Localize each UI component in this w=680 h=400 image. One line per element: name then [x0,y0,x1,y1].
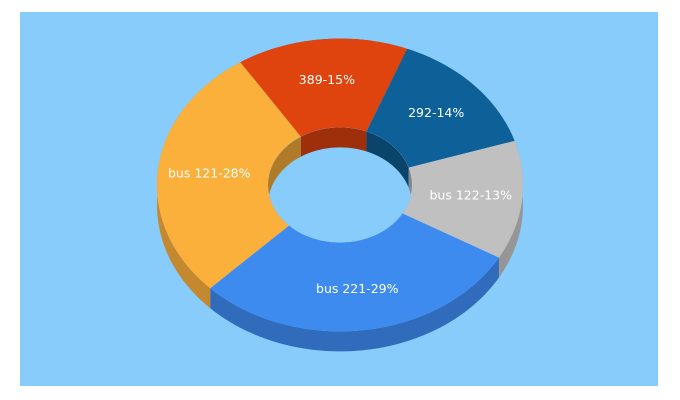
slice-inner-side [366,131,409,188]
labels: 389-15% 292-14% bus 122-13% bus 221-29% bus … [168,72,512,296]
slice-label: 292-14% [408,105,464,120]
hole [268,127,412,243]
slice [157,62,301,289]
slices [157,38,523,332]
slice-inner-side [300,127,367,157]
slice-label: bus 121-28% [168,165,251,180]
slice [240,38,408,137]
slice-label: 389-15% [299,72,355,87]
slice-side [498,140,523,278]
slice-side [210,257,499,352]
slice [210,213,499,332]
slice-label: bus 221-29% [316,281,399,296]
slice [366,48,515,168]
slice-label: bus 122-13% [430,188,513,203]
slice [402,140,523,258]
